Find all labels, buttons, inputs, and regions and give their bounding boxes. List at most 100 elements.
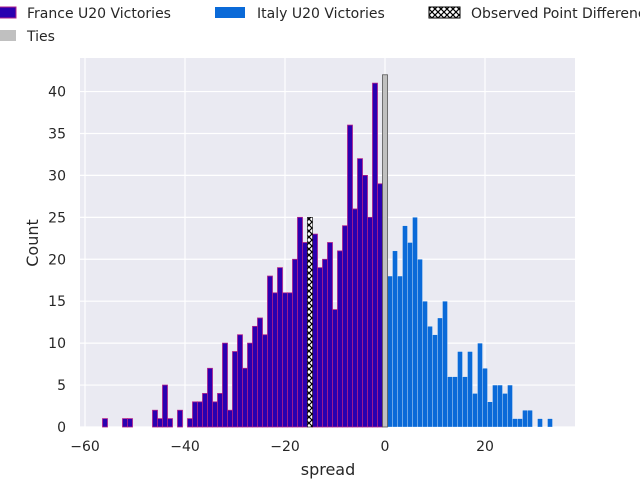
- france-bar: [262, 334, 268, 428]
- legend-label-observed: Observed Point Difference: [471, 6, 640, 22]
- italy-bar: [472, 393, 478, 428]
- x-tick-label: −20: [270, 439, 300, 455]
- italy-bar: [477, 342, 483, 428]
- legend-swatch-italy: [215, 7, 245, 18]
- bars: [102, 74, 553, 428]
- x-axis-label: spread: [301, 460, 356, 479]
- italy-bar: [432, 334, 438, 428]
- france-bar: [227, 409, 233, 428]
- france-bar: [297, 216, 303, 428]
- italy-bar: [417, 259, 423, 428]
- italy-bar: [397, 275, 403, 428]
- italy-bar: [402, 225, 408, 428]
- y-tick-label: 5: [57, 378, 66, 394]
- france-bar: [232, 351, 238, 428]
- legend-item-observed: Observed Point Difference: [428, 6, 640, 22]
- y-tick-label: 10: [48, 336, 66, 352]
- legend-swatch-ties: [0, 30, 16, 41]
- italy-bar: [502, 393, 508, 428]
- legend-swatch-observed: [428, 6, 461, 19]
- france-bar: [287, 292, 293, 428]
- legend: France U20 Victories Italy U20 Victories…: [0, 6, 640, 45]
- italy-bar: [387, 275, 393, 428]
- italy-bar: [392, 250, 398, 428]
- italy-bar: [422, 301, 428, 428]
- france-bar: [372, 82, 378, 428]
- france-bar: [242, 367, 248, 428]
- france-bar: [322, 258, 328, 428]
- france-bar: [347, 124, 353, 428]
- france-bar: [157, 418, 163, 428]
- france-bar: [127, 418, 133, 428]
- x-tick-label: 0: [381, 439, 390, 455]
- italy-bar: [452, 376, 458, 428]
- france-bar: [192, 401, 198, 428]
- x-tick-labels: −60 −40 −20 0 20: [70, 439, 494, 455]
- y-tick-label: 25: [48, 210, 66, 226]
- france-bar: [267, 275, 273, 428]
- france-bar: [237, 334, 243, 428]
- france-bar: [282, 292, 288, 428]
- france-bar: [162, 384, 168, 428]
- italy-bar: [467, 351, 473, 428]
- italy-bar: [537, 418, 543, 428]
- france-bar: [312, 233, 318, 428]
- x-tick-label: 20: [476, 439, 494, 455]
- italy-bar: [507, 384, 513, 428]
- france-bar: [332, 309, 338, 428]
- legend-label-italy: Italy U20 Victories: [257, 6, 385, 22]
- france-bar: [377, 183, 383, 428]
- legend-item-france: France U20 Victories: [0, 6, 171, 22]
- legend-swatch-france: [0, 6, 17, 19]
- legend-label-france: France U20 Victories: [27, 6, 171, 22]
- legend-item-ties: Ties: [0, 29, 55, 45]
- italy-bar: [442, 301, 448, 428]
- france-bar: [362, 175, 368, 428]
- italy-bar: [517, 418, 523, 428]
- y-tick-label: 15: [48, 294, 66, 310]
- y-tick-label: 0: [57, 420, 66, 436]
- legend-label-ties: Ties: [26, 29, 55, 45]
- y-tick-label: 30: [48, 168, 66, 184]
- italy-bar: [527, 410, 533, 428]
- france-bar: [367, 216, 373, 428]
- y-tick-label: 20: [48, 252, 66, 268]
- france-bar: [152, 409, 158, 428]
- y-axis-label: Count: [23, 219, 42, 267]
- france-bar: [222, 342, 228, 428]
- france-bar: [252, 325, 258, 428]
- italy-bar: [482, 368, 488, 428]
- france-bar: [167, 418, 173, 428]
- italy-bar: [487, 401, 493, 428]
- x-tick-label: −60: [70, 439, 100, 455]
- italy-bar: [492, 384, 498, 428]
- france-bar: [202, 393, 208, 428]
- france-bar: [177, 409, 183, 428]
- france-bar: [122, 418, 128, 428]
- france-bar: [212, 401, 218, 428]
- france-bar: [102, 418, 108, 428]
- france-bar: [207, 367, 213, 428]
- italy-bar: [522, 410, 528, 428]
- italy-bar: [462, 376, 468, 428]
- france-bar: [337, 250, 343, 428]
- ties-bar: [382, 74, 388, 428]
- france-bar: [277, 267, 283, 428]
- italy-bar: [512, 418, 518, 428]
- x-tick-label: −40: [170, 439, 200, 455]
- france-bar: [292, 258, 298, 428]
- italy-bar: [412, 217, 418, 428]
- france-bar: [247, 342, 253, 428]
- legend-item-italy: Italy U20 Victories: [215, 6, 385, 22]
- observed-bar: [307, 217, 313, 428]
- italy-bar: [427, 326, 433, 428]
- italy-bar: [407, 242, 413, 428]
- y-tick-labels: 0 5 10 15 20 25 30 35 40: [48, 85, 66, 436]
- france-bar: [257, 317, 263, 428]
- france-bar: [317, 267, 323, 428]
- italy-bar: [437, 317, 443, 428]
- y-tick-label: 35: [48, 126, 66, 142]
- italy-bar: [547, 418, 553, 428]
